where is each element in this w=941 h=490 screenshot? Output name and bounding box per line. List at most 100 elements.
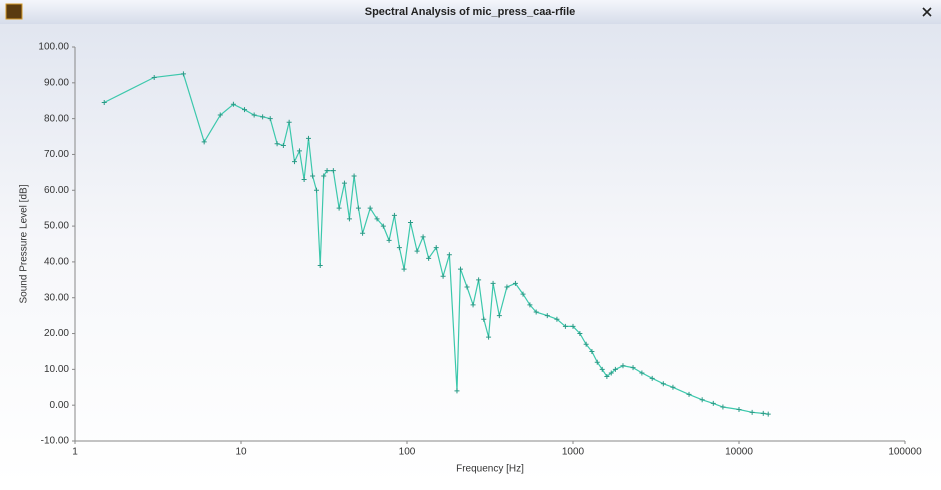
- point-marker: [324, 168, 330, 174]
- point-marker: [360, 230, 366, 236]
- point-marker: [414, 248, 420, 254]
- point-marker: [251, 112, 257, 118]
- point-marker: [391, 212, 397, 218]
- point-marker: [486, 334, 492, 340]
- point-marker: [101, 100, 107, 106]
- point-marker: [321, 173, 327, 179]
- x-tick-label: 1000: [562, 447, 585, 458]
- point-marker: [242, 107, 248, 113]
- x-tick-label: 100000: [888, 447, 922, 458]
- point-marker: [570, 323, 576, 329]
- point-marker: [317, 262, 323, 268]
- point-marker: [760, 410, 766, 416]
- point-marker: [670, 384, 676, 390]
- point-marker: [355, 205, 361, 211]
- point-marker: [620, 363, 626, 369]
- point-marker: [433, 245, 439, 251]
- x-axis-label: Frequency [Hz]: [456, 464, 524, 475]
- y-tick-label: 90.00: [44, 77, 69, 88]
- point-marker: [512, 280, 518, 286]
- point-marker: [396, 245, 402, 251]
- y-tick-label: 70.00: [44, 149, 69, 160]
- point-marker: [260, 114, 266, 120]
- point-marker: [446, 252, 452, 258]
- point-marker: [426, 255, 432, 261]
- point-marker: [217, 112, 223, 118]
- point-marker: [180, 71, 186, 77]
- x-tick-label: 10000: [725, 447, 753, 458]
- point-marker: [470, 302, 476, 308]
- point-marker: [476, 277, 482, 283]
- point-marker: [464, 284, 470, 290]
- point-marker: [720, 404, 726, 410]
- point-marker: [699, 397, 705, 403]
- point-marker: [296, 148, 302, 154]
- point-marker: [496, 313, 502, 319]
- x-tick-label: 100: [399, 447, 416, 458]
- point-marker: [280, 143, 286, 148]
- y-tick-label: 50.00: [44, 221, 69, 232]
- point-marker: [386, 237, 392, 243]
- point-marker: [374, 216, 380, 222]
- point-marker: [291, 159, 297, 165]
- point-marker: [504, 284, 510, 290]
- y-tick-label: 100.00: [38, 42, 69, 53]
- point-marker: [367, 205, 373, 211]
- point-marker: [346, 216, 352, 222]
- point-marker: [380, 223, 386, 229]
- point-marker: [401, 266, 407, 272]
- app-icon: [5, 3, 23, 20]
- y-axis-label: Sound Pressure Level [dB]: [19, 184, 30, 303]
- y-tick-label: 60.00: [44, 185, 69, 196]
- y-tick-label: 0.00: [50, 400, 70, 411]
- point-marker: [527, 302, 533, 308]
- point-marker: [594, 359, 600, 365]
- point-marker: [589, 348, 595, 354]
- point-marker: [533, 309, 539, 315]
- point-marker: [310, 173, 316, 179]
- point-marker: [351, 173, 357, 179]
- point-marker: [420, 234, 426, 240]
- point-marker: [341, 180, 347, 186]
- point-marker: [314, 187, 320, 193]
- point-marker: [686, 391, 692, 397]
- point-marker: [583, 341, 589, 347]
- point-marker: [201, 139, 207, 145]
- point-marker: [649, 375, 655, 381]
- point-marker: [608, 370, 614, 376]
- point-marker: [440, 273, 446, 279]
- point-marker: [267, 116, 273, 122]
- point-marker: [749, 409, 755, 415]
- point-marker: [286, 119, 292, 125]
- point-marker: [274, 141, 280, 147]
- point-marker: [336, 205, 342, 211]
- point-marker: [230, 101, 236, 107]
- point-marker: [765, 411, 771, 417]
- point-marker: [710, 400, 716, 406]
- point-marker: [639, 370, 645, 376]
- y-tick-label: 80.00: [44, 113, 69, 124]
- close-button[interactable]: [922, 7, 932, 17]
- chart-title: Spectral Analysis of mic_press_caa-rfile: [365, 6, 576, 18]
- y-tick-label: 40.00: [44, 257, 69, 268]
- point-marker: [554, 316, 560, 322]
- y-tick-label: 10.00: [44, 364, 69, 375]
- point-marker: [408, 220, 414, 226]
- point-marker: [454, 388, 460, 394]
- point-marker: [612, 366, 618, 372]
- x-tick-label: 10: [235, 447, 247, 458]
- point-marker: [301, 177, 307, 183]
- point-marker: [520, 291, 526, 297]
- point-marker: [151, 74, 157, 80]
- point-marker: [330, 168, 336, 174]
- point-marker: [305, 135, 311, 141]
- point-marker: [481, 316, 487, 322]
- point-marker: [562, 323, 568, 329]
- point-marker: [660, 381, 666, 387]
- point-marker: [544, 313, 550, 319]
- point-marker: [599, 366, 605, 372]
- y-tick-label: 30.00: [44, 292, 69, 303]
